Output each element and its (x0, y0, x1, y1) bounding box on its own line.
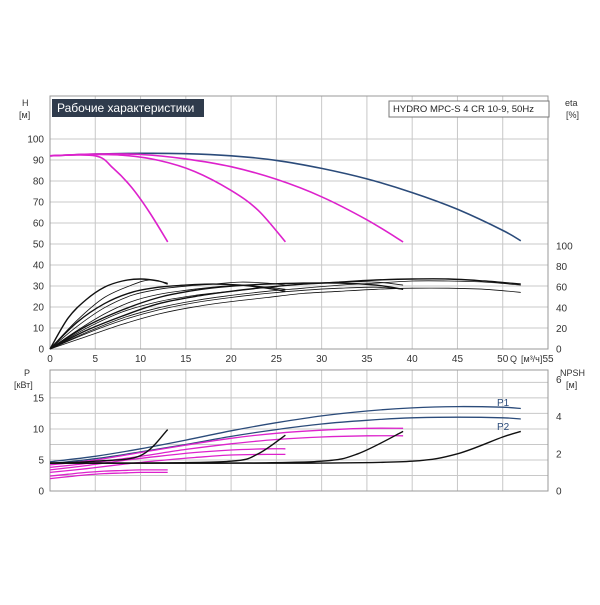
efficiency-curve-10 (49, 287, 521, 350)
x-tick-label: 45 (452, 354, 464, 365)
x-tick-label: 55 (542, 354, 554, 365)
y-axis-label-head: H (22, 98, 29, 108)
x-tick-label: 20 (226, 354, 238, 365)
y-tick-label: 100 (27, 135, 44, 146)
y-axis-unit-power: [кВт] (14, 380, 33, 390)
power-curve-6 (49, 469, 168, 477)
y2-tick-label: 20 (556, 324, 568, 335)
y2-axis-label-npsh: NPSH (560, 368, 585, 378)
y-tick-label: 40 (33, 261, 45, 272)
y2-tick-label-npsh: 0 (556, 487, 562, 498)
model-label-box (388, 100, 550, 118)
y-tick-label: 10 (33, 324, 45, 335)
y2-tick-label-npsh: 4 (556, 412, 562, 423)
y2-tick-label-npsh: 2 (556, 449, 562, 460)
y-tick-label: 80 (33, 177, 45, 188)
chart-title-box (52, 99, 204, 117)
x-tick-label: 5 (92, 354, 98, 365)
x-tick-label: 25 (271, 354, 283, 365)
model-label: HYDRO MPC-S 4 CR 10-9, 50Hz (393, 104, 534, 115)
efficiency-curve-5 (49, 281, 286, 350)
y-tick-label: 50 (33, 240, 45, 251)
x-tick-label: 50 (497, 354, 509, 365)
series-label-p2: P2 (497, 422, 510, 433)
x-tick-label: 10 (135, 354, 147, 365)
y2-tick-label: 0 (556, 345, 562, 356)
y-tick-label: 0 (38, 345, 44, 356)
power-curve-7 (49, 471, 168, 480)
top-grid (49, 95, 549, 350)
y2-tick-label-npsh: 6 (556, 375, 562, 386)
y2-tick-label: 40 (556, 303, 568, 314)
efficiency-curve-13 (49, 278, 521, 350)
power-curve-1 (49, 416, 521, 465)
efficiency-curve-11 (49, 278, 168, 350)
bottom-plot-frame (49, 369, 549, 492)
head-curve-3 (49, 154, 169, 243)
y2-axis-unit-eta: [%] (566, 110, 579, 120)
y-tick-label-power: 0 (38, 487, 44, 498)
y-tick-label-power: 15 (33, 393, 45, 404)
y-tick-label: 20 (33, 303, 45, 314)
y-tick-label: 30 (33, 282, 45, 293)
x-tick-label: 30 (316, 354, 328, 365)
y2-tick-label: 100 (556, 242, 573, 253)
y2-tick-label: 80 (556, 262, 568, 273)
bottom-curves (49, 405, 522, 480)
x-tick-label: 15 (180, 354, 192, 365)
top-curves (49, 152, 522, 350)
y-tick-label: 60 (33, 219, 45, 230)
efficiency-curve-9 (49, 286, 404, 350)
power-curve-0 (49, 405, 521, 463)
tick-labels: 0 5 10 15 20 25 30 35 40 45 50 55010203040506070809… (27, 135, 573, 498)
power-curve-2 (49, 427, 404, 466)
y-axis-unit-head: [м] (19, 110, 30, 120)
power-curve-5 (49, 453, 286, 474)
x-axis-unit: [м³/ч] (521, 354, 542, 364)
x-tick-label: 35 (361, 354, 373, 365)
head-curve-1 (49, 153, 404, 243)
power-curve-4 (49, 448, 286, 471)
chart-title: Рабочие характеристики (57, 101, 194, 115)
y2-axis-label-eta: eta (565, 98, 578, 108)
series-label-p1: P1 (497, 398, 510, 409)
y-tick-label: 90 (33, 156, 45, 167)
y-tick-label: 70 (33, 198, 45, 209)
y-tick-label-power: 10 (33, 424, 45, 435)
efficiency-curve-14 (49, 283, 286, 350)
y2-tick-label: 60 (556, 283, 568, 294)
efficiency-curve-7 (49, 280, 521, 350)
y-axis-label-power: P (24, 368, 30, 378)
y-tick-label-power: 5 (38, 455, 44, 466)
top-plot-frame (49, 95, 549, 350)
head-curve-0 (49, 152, 522, 242)
x-axis-label: Q (510, 354, 517, 364)
efficiency-curve-12 (49, 282, 404, 350)
x-tick-label: 40 (407, 354, 419, 365)
head-curve-2 (49, 153, 287, 243)
npsh-curve-11 (49, 430, 522, 464)
y2-axis-unit-npsh: [м] (566, 380, 577, 390)
x-tick-label: 0 (47, 354, 53, 365)
